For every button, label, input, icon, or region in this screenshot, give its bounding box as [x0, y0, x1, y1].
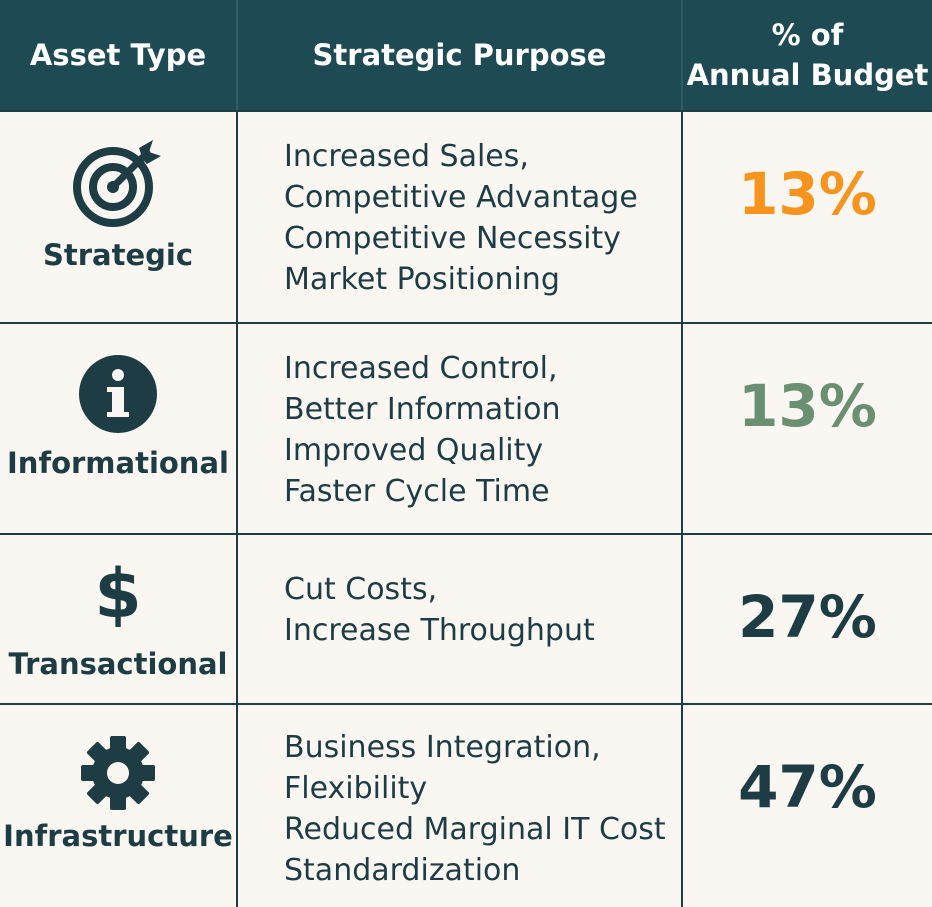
column-divider — [681, 705, 683, 907]
column-divider — [236, 324, 238, 533]
budget-percent: 47% — [738, 753, 877, 821]
purpose-line: Increase Throughput — [284, 613, 595, 648]
asset-label: Informational — [7, 446, 229, 480]
table-row: $ Transactional Cut Costs, Increase Thro… — [0, 533, 932, 703]
asset-label: Strategic — [42, 238, 194, 272]
purpose-line: Flexibility — [284, 771, 428, 806]
purpose-line: Competitive Necessity — [284, 221, 621, 256]
column-divider — [681, 324, 683, 533]
asset-cell: Infrastructure — [0, 705, 236, 907]
purpose-line: Increased Sales, — [284, 139, 529, 174]
header-strategic-purpose-label: Strategic Purpose — [312, 38, 607, 72]
header-strategic-purpose: Strategic Purpose — [238, 0, 681, 110]
purpose-line: Better Information — [284, 392, 561, 427]
header-asset-type-label: Asset Type — [29, 38, 207, 72]
purpose-line: Faster Cycle Time — [284, 474, 550, 509]
purpose-line: Cut Costs, — [284, 572, 438, 607]
purpose-cell: Increased Sales, Competitive Advantage C… — [284, 136, 679, 300]
column-divider — [236, 535, 238, 703]
purpose-line: Improved Quality — [284, 433, 544, 468]
header-annual-budget: % of Annual Budget — [683, 0, 932, 110]
table-row: Informational Increased Control, Better … — [0, 322, 932, 533]
asset-label: Transactional — [8, 647, 228, 681]
header-divider — [236, 0, 238, 110]
purpose-line: Business Integration, — [284, 730, 601, 765]
header-budget-line2: Annual Budget — [686, 58, 929, 92]
header-asset-type: Asset Type — [0, 0, 236, 110]
asset-cell: $ Transactional — [0, 535, 236, 703]
purpose-cell: Increased Control, Better Information Im… — [284, 348, 679, 512]
purpose-cell: Business Integration, Flexibility Reduce… — [284, 727, 679, 891]
column-divider — [236, 112, 238, 322]
budget-percent: 13% — [738, 160, 877, 228]
column-divider — [681, 112, 683, 322]
asset-cell: Strategic — [0, 112, 236, 322]
purpose-line: Increased Control, — [284, 351, 558, 386]
target-icon — [0, 138, 236, 228]
purpose-line: Standardization — [284, 853, 521, 888]
column-divider — [681, 535, 683, 703]
asset-cell: Informational — [0, 324, 236, 533]
table-row: Strategic Increased Sales, Competitive A… — [0, 110, 932, 322]
purpose-line: Competitive Advantage — [284, 180, 638, 215]
table-row: Infrastructure Business Integration, Fle… — [0, 703, 932, 907]
purpose-line: Reduced Marginal IT Cost — [284, 812, 666, 847]
column-divider — [236, 705, 238, 907]
gear-icon — [0, 735, 236, 811]
table-header: Asset Type Strategic Purpose % of Annual… — [0, 0, 932, 110]
budget-percent: 27% — [738, 583, 877, 651]
purpose-cell: Cut Costs, Increase Throughput — [284, 569, 679, 651]
info-icon — [0, 354, 236, 434]
purpose-line: Market Positioning — [284, 262, 560, 297]
header-budget-line1: % of — [771, 18, 844, 52]
asset-label: Infrastructure — [3, 819, 233, 853]
budget-percent: 13% — [738, 372, 877, 440]
header-divider — [681, 0, 683, 110]
dollar-icon: $ — [94, 555, 142, 634]
